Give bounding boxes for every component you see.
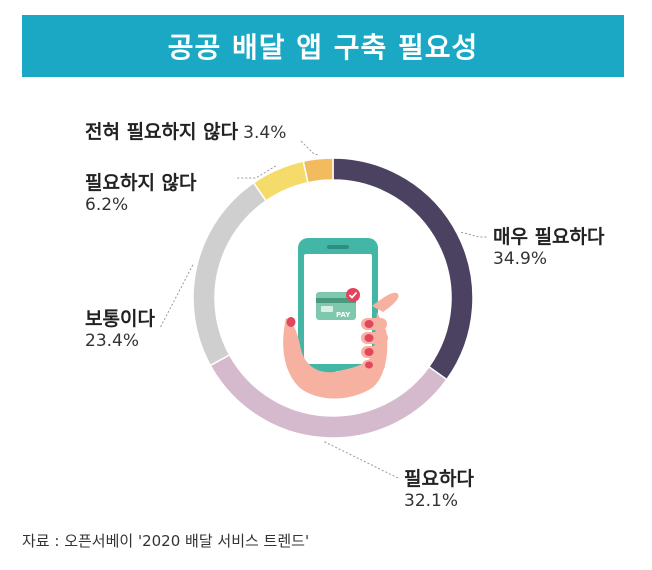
- label-not-needed: 필요하지 않다 6.2%: [85, 172, 197, 215]
- source-note: 자료 : 오픈서베이 '2020 배달 서비스 트렌드': [22, 532, 310, 550]
- payment-card-icon: PAY: [316, 292, 356, 320]
- value-label: 6.2%: [85, 194, 129, 215]
- donut-slice: [302, 157, 334, 184]
- leader-line: [460, 231, 488, 238]
- category-label: 매우 필요하다: [493, 226, 605, 248]
- card-label: PAY: [336, 311, 351, 319]
- value-label: 34.9%: [493, 248, 548, 269]
- checkmark-icon: [346, 288, 360, 302]
- leader-line: [159, 264, 194, 329]
- category-label: 전혀 필요하지 않다: [85, 121, 239, 143]
- label-very-needed: 매우 필요하다 34.9%: [493, 226, 605, 269]
- title-banner: 공공 배달 앱 구축 필요성: [22, 15, 624, 77]
- leader-line: [299, 139, 318, 156]
- phone-illustration: PAY: [215, 180, 451, 416]
- value-label: 32.1%: [404, 490, 459, 511]
- value-label: 3.4%: [243, 123, 287, 143]
- category-label: 필요하지 않다: [85, 172, 197, 194]
- leader-lines: [159, 139, 488, 479]
- leader-line: [236, 165, 277, 179]
- category-label: 보통이다: [85, 308, 155, 330]
- label-not-at-all-needed: 전혀 필요하지 않다 3.4%: [85, 121, 286, 144]
- label-neutral: 보통이다 23.4%: [85, 308, 155, 351]
- chart-title: 공공 배달 앱 구축 필요성: [167, 31, 479, 64]
- category-label: 필요하다: [404, 468, 474, 490]
- label-needed: 필요하다 32.1%: [404, 468, 474, 511]
- value-label: 23.4%: [85, 330, 140, 351]
- leader-line: [324, 441, 399, 479]
- hand-icon: [283, 292, 399, 399]
